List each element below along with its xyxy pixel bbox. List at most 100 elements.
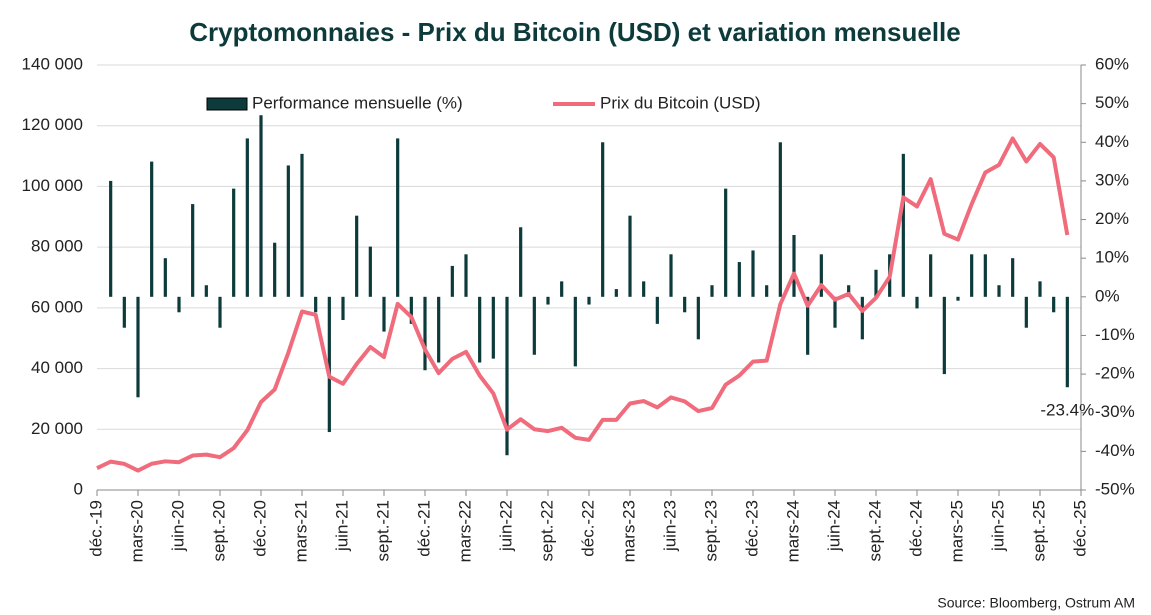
- bar: [177, 296, 181, 313]
- y2-tick-label: 40%: [1095, 132, 1129, 151]
- chart-title: Cryptomonnaies - Prix du Bitcoin (USD) e…: [189, 17, 960, 47]
- bar: [1052, 296, 1056, 313]
- x-tick-label: sept.-21: [373, 500, 392, 561]
- y2-tick-label: -20%: [1095, 364, 1135, 383]
- x-tick-label: juin-22: [496, 500, 515, 552]
- bar: [819, 254, 823, 297]
- bar: [396, 138, 400, 297]
- bar: [1038, 281, 1042, 297]
- bar: [437, 296, 441, 363]
- bar: [245, 138, 249, 297]
- bar: [778, 142, 782, 297]
- x-tick-label: sept.-23: [701, 500, 720, 561]
- y2-tick-label: 60%: [1095, 54, 1129, 73]
- bar: [355, 215, 359, 297]
- x-tick-label: juin-25: [988, 500, 1007, 552]
- x-tick-label: juin-24: [824, 500, 843, 552]
- bar: [874, 269, 878, 297]
- bar: [942, 296, 946, 375]
- bar: [423, 296, 427, 371]
- x-tick-label: sept.-20: [209, 500, 228, 561]
- bar: [204, 285, 208, 297]
- price-line: [96, 136, 1070, 473]
- legend-swatch: [206, 97, 248, 111]
- data-label: -23.4%: [1040, 401, 1094, 420]
- x-tick-label: juin-23: [660, 500, 679, 552]
- bar: [710, 285, 714, 297]
- y2-tick-label: 50%: [1095, 93, 1129, 112]
- bar: [341, 296, 345, 320]
- y2-tick-label: -50%: [1095, 479, 1135, 498]
- bar: [136, 296, 140, 398]
- bar: [833, 296, 837, 328]
- x-tick-label: mars-23: [619, 500, 638, 562]
- bar: [1011, 258, 1015, 297]
- legend-label: Prix du Bitcoin (USD): [600, 93, 761, 112]
- y2-tick-label: 10%: [1095, 248, 1129, 267]
- x-tick-label: mars-20: [127, 500, 146, 562]
- y-tick-label: 80 000: [31, 237, 83, 256]
- x-tick-label: juin-21: [332, 500, 351, 552]
- x-tick-label: mars-24: [783, 500, 802, 562]
- bar: [450, 265, 454, 297]
- bar: [122, 296, 126, 328]
- bar: [983, 254, 987, 297]
- bar: [628, 215, 632, 297]
- x-tick-label: déc.-22: [578, 500, 597, 557]
- x-tick-label: déc.-24: [906, 500, 925, 557]
- y2-tick-label: 0%: [1095, 286, 1120, 305]
- y2-tick-label: -40%: [1095, 441, 1135, 460]
- bar: [491, 296, 495, 359]
- bar: [792, 235, 796, 297]
- y-tick-label: 40 000: [31, 358, 83, 377]
- bar: [696, 296, 700, 340]
- bar: [956, 296, 960, 301]
- x-tick-label: déc.-19: [86, 500, 105, 557]
- bar: [573, 296, 577, 367]
- bar: [163, 258, 167, 297]
- bar: [327, 296, 331, 433]
- bar: [560, 281, 564, 297]
- bar: [532, 296, 536, 355]
- bar: [997, 285, 1001, 297]
- bar: [191, 204, 195, 297]
- bar: [1065, 296, 1069, 388]
- x-tick-label: sept.-24: [865, 500, 884, 561]
- bar: [1024, 296, 1028, 328]
- y-tick-label: 120 000: [22, 115, 83, 134]
- bar: [232, 188, 236, 297]
- bar: [847, 285, 851, 297]
- bar: [300, 153, 304, 297]
- y-tick-label: 100 000: [22, 176, 83, 195]
- bar: [806, 296, 810, 355]
- bar: [286, 165, 290, 297]
- x-tick-label: juin-20: [168, 500, 187, 552]
- bar: [368, 246, 372, 297]
- x-tick-label: sept.-25: [1029, 500, 1048, 561]
- y-tick-label: 0: [74, 479, 83, 498]
- bar: [929, 254, 933, 297]
- bar: [901, 153, 905, 297]
- bar: [519, 227, 523, 297]
- x-tick-label: mars-25: [947, 500, 966, 562]
- bar: [737, 262, 741, 297]
- source: Source: Bloomberg, Ostrum AM: [937, 595, 1135, 611]
- bar: [109, 180, 113, 297]
- bar: [683, 296, 687, 313]
- bar: [669, 254, 673, 297]
- bar: [970, 254, 974, 297]
- x-tick-label: déc.-21: [414, 500, 433, 557]
- bar: [751, 250, 755, 297]
- x-tick-label: déc.-25: [1070, 500, 1089, 557]
- y-tick-label: 60 000: [31, 297, 83, 316]
- bar: [218, 296, 222, 328]
- bar: [601, 142, 605, 297]
- y-tick-label: 140 000: [22, 54, 83, 73]
- bar: [546, 296, 550, 305]
- legend-label: Performance mensuelle (%): [252, 93, 463, 112]
- bar: [150, 161, 154, 297]
- bar: [382, 296, 386, 332]
- bar: [724, 188, 728, 297]
- x-tick-label: mars-22: [455, 500, 474, 562]
